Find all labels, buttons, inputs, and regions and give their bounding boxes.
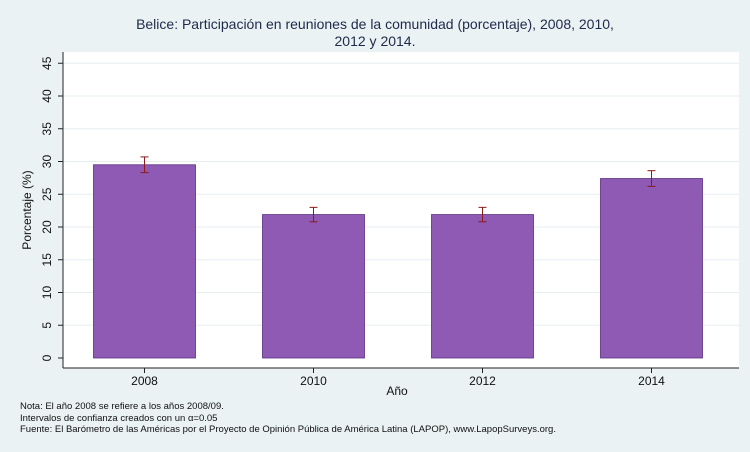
bar-2008 [93, 164, 196, 359]
y-tick-label-25: 25 [40, 187, 54, 201]
y-tick-label-20: 20 [40, 220, 54, 234]
y-tick-label-15: 15 [40, 253, 54, 267]
x-axis-title: Año [386, 384, 408, 398]
chart-title: Belice: Participación en reuniones de la… [0, 16, 750, 50]
bar-2014 [600, 178, 703, 359]
bar-2010 [262, 214, 365, 359]
footnote-confidence: Intervalos de confianza creados con un α… [20, 412, 218, 424]
y-tick-label-35: 35 [40, 122, 54, 136]
x-tick-label-2014: 2014 [638, 374, 665, 388]
footnote-year: Nota: El año 2008 se refiere a los años … [20, 401, 224, 412]
x-tick-label-2012: 2012 [469, 374, 496, 388]
bar-2012 [431, 214, 534, 359]
y-axis-title: Porcentaje (%) [20, 170, 34, 249]
y-tick-label-10: 10 [40, 286, 54, 300]
y-tick-label-40: 40 [40, 89, 54, 103]
x-tick-label-2010: 2010 [300, 374, 327, 388]
footnote-source: Fuente: El Barómetro de las Américas por… [20, 424, 556, 435]
footnotes: Nota: El año 2008 se refiere a los años … [20, 401, 556, 436]
chart-title-line-2: 2012 y 2014. [334, 33, 416, 49]
y-tick-label-5: 5 [40, 322, 54, 329]
y-tick-label-30: 30 [40, 155, 54, 169]
y-tick-label-0: 0 [40, 354, 54, 361]
chart-title-line-1: Belice: Participación en reuniones de la… [136, 16, 614, 32]
y-tick-label-45: 45 [40, 56, 54, 70]
x-tick-label-2008: 2008 [131, 374, 158, 388]
